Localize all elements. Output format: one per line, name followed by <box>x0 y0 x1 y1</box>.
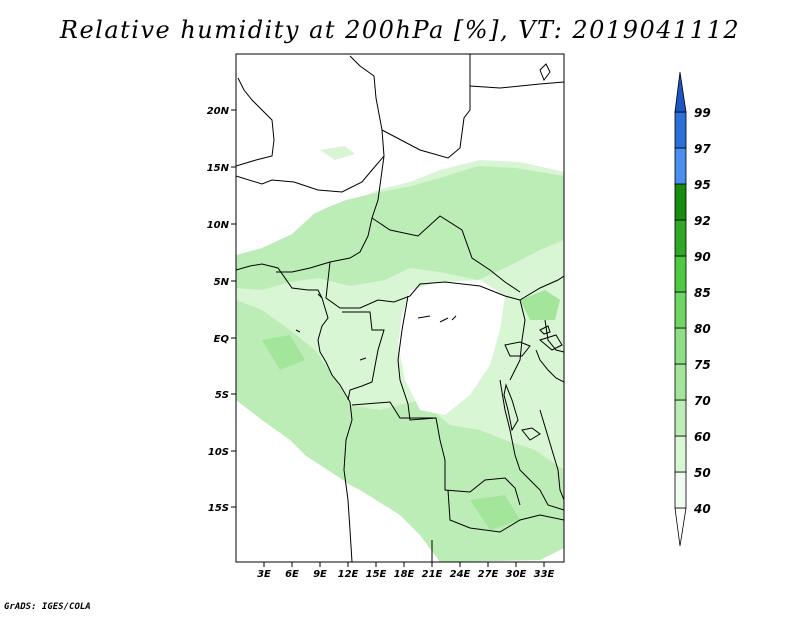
humidity-patch-1 <box>320 146 355 160</box>
humidity-field <box>236 54 564 562</box>
humidity-band-north <box>236 166 564 290</box>
colorbar-label-95: 95 <box>694 178 711 192</box>
humidity-patch-4 <box>470 495 520 530</box>
colorbar-label-70: 70 <box>694 394 711 408</box>
colorbar-swatch-85-90 <box>674 255 687 293</box>
lon-label-15e: 15E <box>366 569 387 580</box>
colorbar-swatch-70-75 <box>674 363 687 401</box>
colorbar-label-80: 80 <box>694 322 711 336</box>
longitude-axis <box>263 562 545 567</box>
chart-title: Relative humidity at 200hPa [%], VT: 201… <box>59 16 741 44</box>
colorbar-label-99: 99 <box>694 106 711 120</box>
lon-label-33e: 33E <box>534 569 555 580</box>
lat-label-5s: 5S <box>215 390 229 401</box>
lon-label-18e: 18E <box>394 569 415 580</box>
lon-label-3e: 3E <box>257 569 271 580</box>
lat-label-15s: 15S <box>208 503 229 514</box>
colorbar-label-50: 50 <box>694 466 711 480</box>
colorbar-swatch-90-92 <box>674 219 687 257</box>
colorbar-label-40: 40 <box>693 502 711 516</box>
colorbar-swatch-95-97 <box>674 147 687 185</box>
latitude-axis <box>231 109 236 508</box>
colorbar-swatch-97-99 <box>674 111 687 149</box>
humidity-band-south <box>236 300 564 562</box>
humidity-patch-2 <box>520 290 560 320</box>
colorbar-swatch-80-85 <box>674 291 687 329</box>
country-borders <box>236 54 564 562</box>
lon-label-30e: 30E <box>506 569 527 580</box>
humidity-dry-north <box>236 54 564 240</box>
lat-label-20n: 20N <box>207 106 230 117</box>
colorbar-swatch-75-80 <box>674 327 687 365</box>
humidity-dry-southwest <box>236 430 420 562</box>
lat-label-10s: 10S <box>208 447 229 458</box>
lon-label-6e: 6E <box>285 569 299 580</box>
colorbar-arrow-bottom <box>674 507 687 547</box>
colorbar-swatch-92-95 <box>674 183 687 221</box>
lon-label-9e: 9E <box>313 569 327 580</box>
lat-label-15n: 15N <box>207 163 230 174</box>
colorbar-label-75: 75 <box>694 358 711 372</box>
colorbar-label-90: 90 <box>694 250 711 264</box>
lon-label-12e: 12E <box>338 569 359 580</box>
humidity-patch-3 <box>262 335 305 370</box>
lat-label-eq: EQ <box>214 334 230 345</box>
colorbar-swatch-40-50 <box>674 471 687 509</box>
lat-label-10n: 10N <box>207 220 230 231</box>
lon-label-24e: 24E <box>450 569 471 580</box>
map-frame <box>235 53 565 563</box>
colorbar-label-97: 97 <box>694 142 711 156</box>
lat-label-5n: 5N <box>214 277 230 288</box>
colorbar-label-92: 92 <box>694 214 711 228</box>
colorbar-swatch-60-70 <box>674 399 687 437</box>
lon-label-27e: 27E <box>478 569 499 580</box>
colorbar-label-60: 60 <box>694 430 711 444</box>
grads-credit: GrADS: IGES/COLA <box>4 602 91 612</box>
lon-label-21e: 21E <box>422 569 443 580</box>
colorbar <box>674 71 687 547</box>
colorbar-swatch-50-60 <box>674 435 687 473</box>
colorbar-label-85: 85 <box>694 286 711 300</box>
humidity-dry-center <box>398 280 505 415</box>
colorbar-arrow-top <box>674 71 687 113</box>
